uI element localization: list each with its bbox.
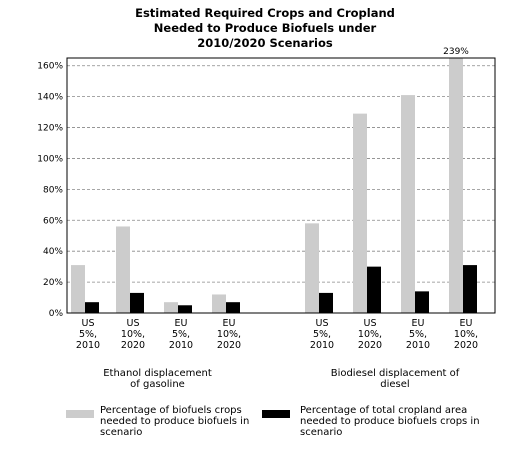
bar bbox=[463, 265, 477, 313]
group-label: Biodiesel displacement of diesel bbox=[330, 368, 460, 390]
bar bbox=[401, 95, 415, 313]
legend-swatch bbox=[262, 410, 290, 418]
value-label: 239% bbox=[443, 47, 469, 57]
legend-label: Percentage of total cropland area needed… bbox=[300, 405, 480, 438]
x-tick-label: EU 5%, 2010 bbox=[168, 318, 194, 351]
chart-title: Estimated Required Crops and Cropland Ne… bbox=[135, 6, 395, 50]
y-tick-label: 140% bbox=[37, 93, 63, 103]
y-tick-label: 80% bbox=[43, 185, 63, 195]
x-tick-label: EU 10%, 2020 bbox=[453, 318, 479, 351]
y-tick-label: 40% bbox=[43, 247, 63, 257]
bar bbox=[212, 294, 226, 313]
x-tick-label: US 10%, 2020 bbox=[357, 318, 383, 351]
legend-label: Percentage of biofuels crops needed to p… bbox=[100, 405, 250, 438]
bar bbox=[415, 291, 429, 313]
bar bbox=[319, 292, 333, 313]
y-tick-label: 0% bbox=[49, 309, 64, 319]
bar bbox=[367, 266, 381, 313]
y-tick-label: 60% bbox=[43, 216, 63, 226]
bar bbox=[71, 265, 85, 313]
x-tick-label: US 10%, 2020 bbox=[120, 318, 146, 351]
x-tick-label: US 5%, 2010 bbox=[309, 318, 335, 351]
bar bbox=[226, 302, 240, 313]
x-tick-label: EU 10%, 2020 bbox=[216, 318, 242, 351]
y-tick-label: 100% bbox=[37, 154, 63, 164]
bar bbox=[130, 292, 144, 313]
y-tick-label: 160% bbox=[37, 62, 63, 72]
x-tick-label: EU 5%, 2010 bbox=[405, 318, 431, 351]
bar bbox=[116, 226, 130, 313]
plot-frame bbox=[66, 57, 496, 314]
group-label: Ethanol displacement of gasoline bbox=[103, 368, 212, 390]
bar bbox=[305, 223, 319, 313]
bar bbox=[353, 113, 367, 313]
bar bbox=[164, 302, 178, 313]
bar bbox=[85, 302, 99, 313]
y-tick-label: 120% bbox=[37, 124, 63, 134]
bar bbox=[449, 58, 463, 313]
legend-swatch bbox=[66, 410, 94, 418]
x-tick-label: US 5%, 2010 bbox=[75, 318, 101, 351]
y-tick-label: 20% bbox=[43, 278, 63, 288]
bar bbox=[178, 305, 192, 313]
